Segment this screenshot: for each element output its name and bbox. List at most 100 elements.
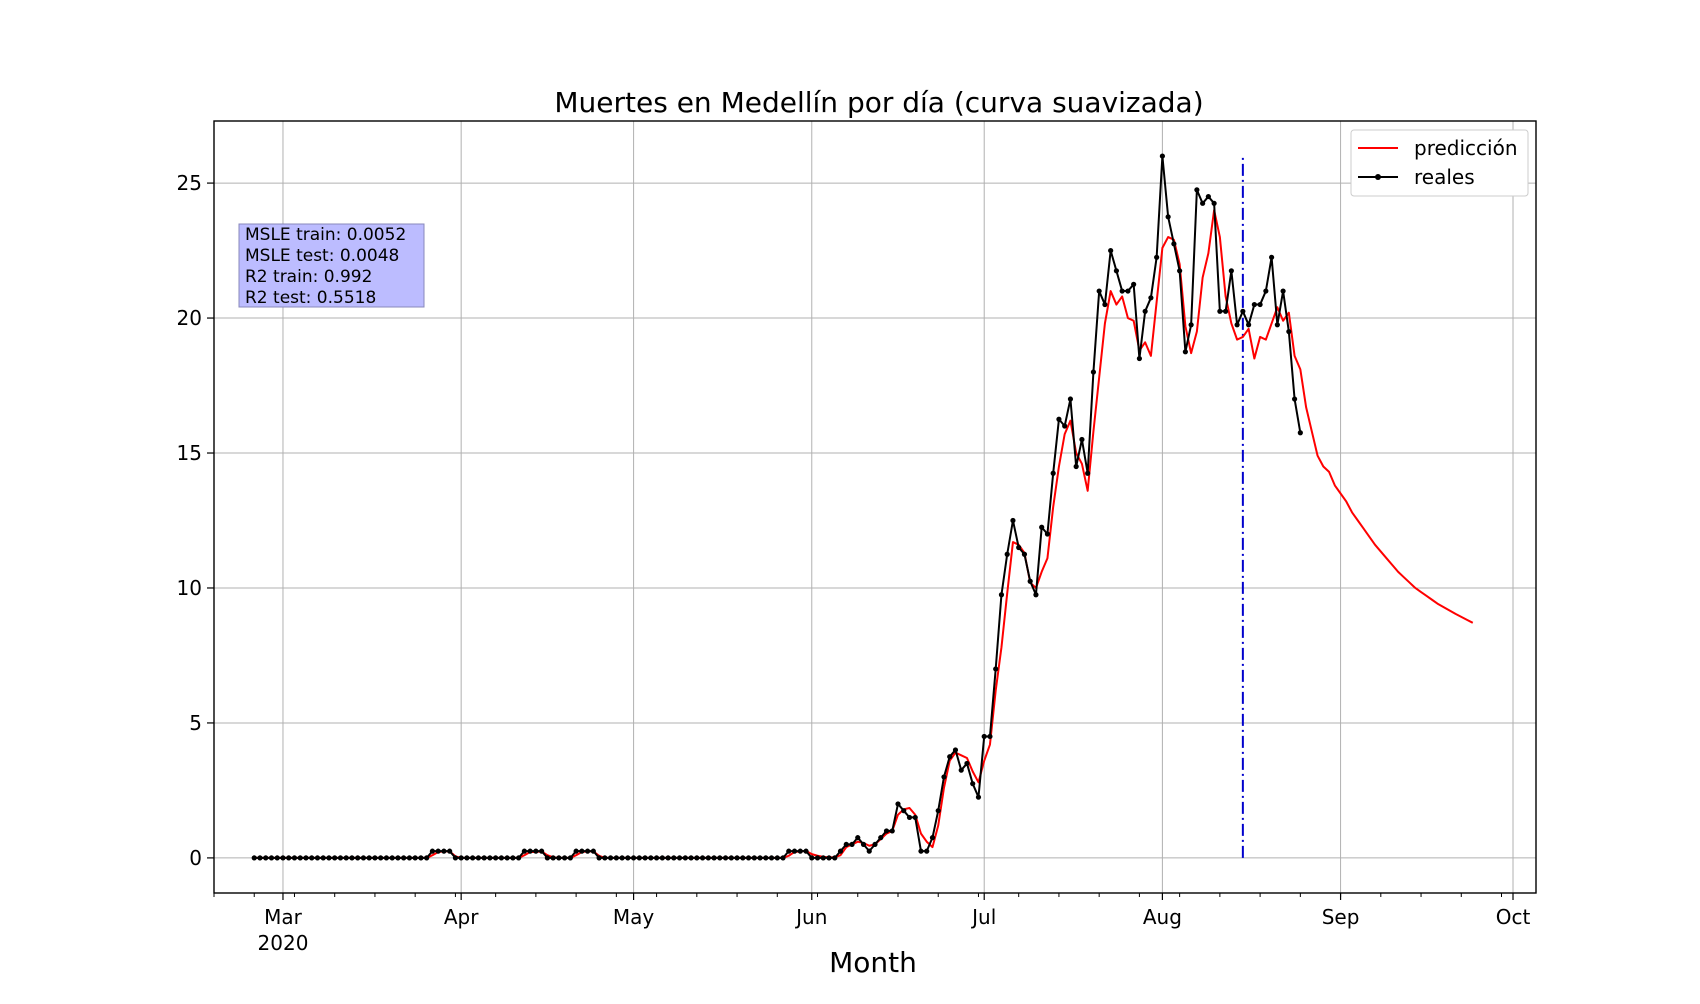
data-point: [1131, 281, 1137, 287]
data-point: [567, 855, 573, 861]
data-point: [1090, 369, 1097, 375]
data-point: [464, 855, 470, 861]
series-layer: [251, 153, 1474, 861]
data-point: [1177, 268, 1183, 274]
data-point: [717, 855, 723, 861]
data-point: [1269, 254, 1275, 260]
data-point: [498, 855, 504, 861]
data-point: [544, 855, 550, 861]
x-tick-label: Mar: [264, 905, 303, 929]
data-point: [1246, 322, 1252, 328]
data-point: [1188, 322, 1194, 328]
data-point: [424, 855, 430, 861]
data-point: [1113, 268, 1120, 274]
chart-title: Muertes en Medellín por día (curva suavi…: [554, 86, 1203, 119]
data-point: [883, 828, 890, 834]
data-point: [659, 855, 665, 861]
data-point: [1182, 349, 1188, 355]
x-tick-label: Sep: [1322, 905, 1360, 929]
data-point: [935, 808, 941, 814]
data-point: [1148, 295, 1154, 301]
y-tick-label: 15: [177, 441, 202, 465]
data-point: [1050, 470, 1056, 476]
data-point: [585, 848, 591, 854]
data-point: [1240, 308, 1246, 314]
x-axis-label: Month: [829, 946, 917, 979]
data-point: [602, 855, 608, 861]
data-point: [906, 814, 913, 821]
data-point: [1044, 531, 1051, 537]
data-point: [521, 848, 527, 854]
grid: [214, 121, 1536, 893]
data-point: [699, 855, 706, 861]
metrics-line: R2 test: 0.5518: [245, 288, 376, 308]
data-point: [366, 855, 372, 861]
data-point: [797, 848, 803, 854]
plot-frame: [213, 120, 1537, 894]
data-point: [286, 855, 292, 861]
data-point: [705, 855, 711, 861]
data-point: [608, 855, 614, 861]
data-point: [579, 848, 585, 854]
data-point: [843, 841, 849, 848]
data-point: [596, 855, 602, 861]
x-tick-label: Apr: [444, 905, 479, 929]
data-point: [826, 855, 832, 861]
data-point: [970, 781, 976, 787]
data-point: [487, 855, 493, 861]
data-point: [314, 855, 321, 861]
metrics-line: MSLE train: 0.0052: [245, 225, 406, 245]
data-point: [1291, 396, 1298, 402]
data-point: [452, 855, 459, 861]
data-point: [993, 666, 999, 672]
data-point: [504, 855, 510, 861]
data-point: [1067, 396, 1074, 402]
data-point: [326, 855, 332, 861]
data-point: [493, 855, 499, 861]
data-point: [458, 855, 464, 861]
data-point: [303, 855, 309, 861]
data-point: [809, 855, 815, 861]
data-point: [763, 855, 769, 861]
data-point: [958, 767, 964, 773]
data-point: [786, 848, 792, 854]
data-point: [389, 855, 395, 861]
data-point: [435, 848, 441, 854]
data-point: [268, 855, 275, 861]
data-point: [1039, 524, 1045, 530]
data-point: [481, 855, 487, 861]
data-point: [952, 747, 959, 753]
axes: [213, 120, 1537, 894]
data-point: [768, 855, 775, 861]
data-point: [745, 855, 752, 861]
data-point: [671, 855, 677, 861]
data-point: [1234, 322, 1240, 328]
data-point: [332, 855, 338, 861]
data-point: [998, 592, 1005, 598]
data-point: [349, 855, 355, 861]
data-point: [573, 848, 579, 854]
data-point: [550, 855, 556, 861]
data-point: [803, 848, 809, 854]
data-point: [1142, 308, 1148, 314]
data-point: [780, 855, 786, 861]
data-point: [1010, 517, 1016, 524]
data-point: [682, 855, 688, 861]
data-point: [1205, 193, 1211, 200]
data-point: [987, 733, 993, 740]
data-point: [1027, 578, 1033, 584]
data-point: [1211, 200, 1217, 206]
data-point: [1119, 288, 1125, 294]
data-point: [447, 848, 453, 854]
data-point: [372, 855, 378, 861]
data-point: [429, 848, 436, 854]
y-tick-label: 10: [177, 576, 202, 600]
data-point: [619, 855, 625, 861]
data-point: [1200, 200, 1206, 206]
data-point: [251, 855, 257, 861]
data-point: [924, 848, 930, 854]
data-point: [878, 835, 884, 841]
data-point: [590, 848, 596, 854]
data-point: [889, 828, 895, 834]
